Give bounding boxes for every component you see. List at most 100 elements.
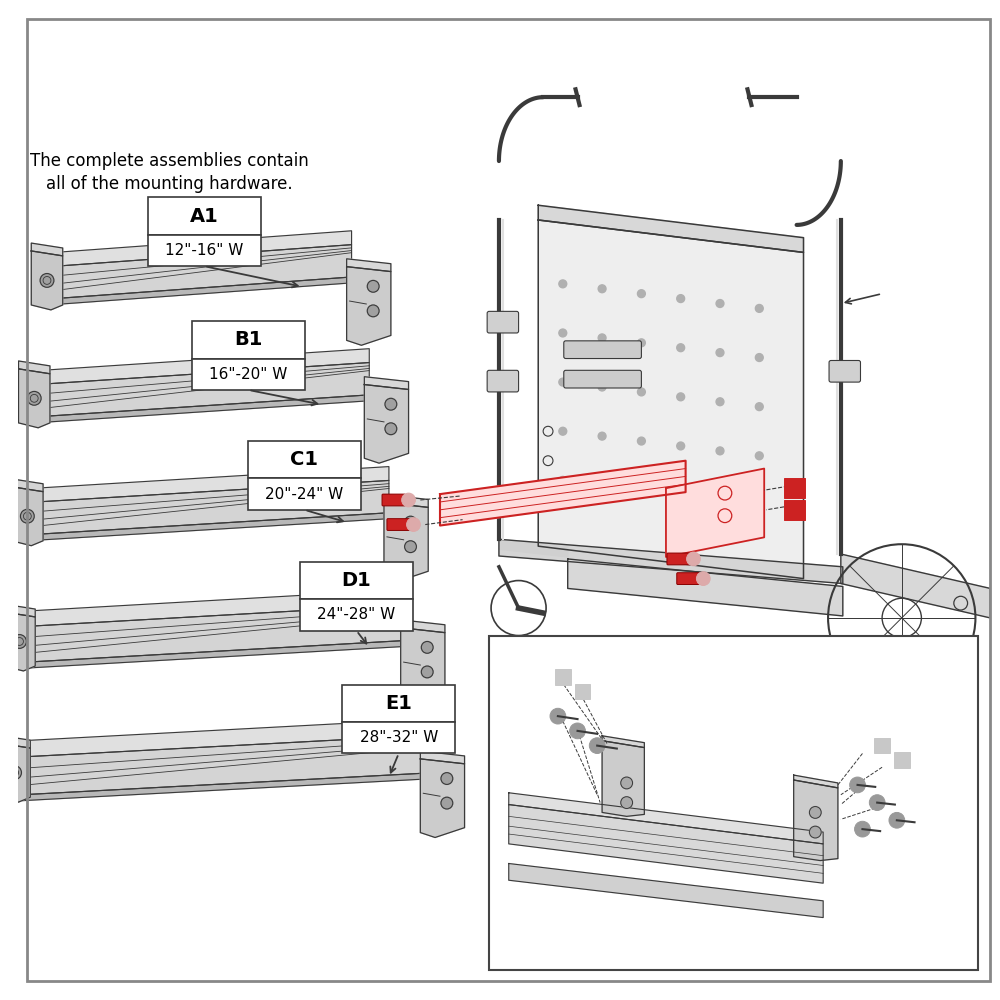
Circle shape <box>598 432 606 440</box>
Bar <box>248 478 361 510</box>
Polygon shape <box>55 245 352 299</box>
Circle shape <box>20 509 34 523</box>
Polygon shape <box>12 479 43 492</box>
Circle shape <box>621 797 633 808</box>
Circle shape <box>405 541 416 553</box>
Circle shape <box>559 427 567 435</box>
Text: 12"-16" W: 12"-16" W <box>165 243 243 258</box>
Polygon shape <box>401 620 445 633</box>
Circle shape <box>559 378 567 386</box>
Polygon shape <box>42 363 369 416</box>
Bar <box>300 599 413 631</box>
FancyBboxPatch shape <box>667 553 691 565</box>
Circle shape <box>559 476 567 484</box>
Polygon shape <box>27 589 406 626</box>
Circle shape <box>677 344 685 352</box>
Circle shape <box>677 491 685 499</box>
Polygon shape <box>794 775 838 788</box>
Polygon shape <box>509 864 823 918</box>
Circle shape <box>696 572 710 585</box>
Polygon shape <box>420 759 465 837</box>
Text: The complete assemblies contain: The complete assemblies contain <box>30 152 309 170</box>
FancyBboxPatch shape <box>382 494 406 506</box>
Circle shape <box>677 393 685 401</box>
Polygon shape <box>35 480 389 534</box>
Polygon shape <box>31 243 63 256</box>
Bar <box>342 685 455 722</box>
Circle shape <box>755 304 763 312</box>
Bar <box>248 441 361 478</box>
Polygon shape <box>31 251 63 310</box>
Circle shape <box>889 812 905 828</box>
Polygon shape <box>509 793 823 844</box>
Text: B1: B1 <box>234 330 263 349</box>
Circle shape <box>637 339 645 347</box>
Circle shape <box>637 437 645 445</box>
Polygon shape <box>364 377 409 389</box>
Polygon shape <box>4 612 35 671</box>
Circle shape <box>385 398 397 410</box>
Polygon shape <box>538 220 804 579</box>
FancyBboxPatch shape <box>677 573 700 584</box>
Circle shape <box>367 280 379 292</box>
Circle shape <box>755 452 763 460</box>
Text: 24"-28" W: 24"-28" W <box>317 607 396 622</box>
Circle shape <box>598 285 606 293</box>
Circle shape <box>40 274 54 287</box>
Circle shape <box>402 493 415 507</box>
Circle shape <box>8 766 21 780</box>
Text: 20"-24" W: 20"-24" W <box>265 487 344 502</box>
Text: E1: E1 <box>385 694 412 713</box>
Polygon shape <box>364 385 409 463</box>
Polygon shape <box>27 605 406 662</box>
Bar <box>192 359 305 390</box>
Bar <box>874 738 890 753</box>
Polygon shape <box>499 539 568 557</box>
Text: 28"-32" W: 28"-32" W <box>360 730 438 745</box>
Circle shape <box>677 295 685 303</box>
Polygon shape <box>440 461 686 526</box>
Polygon shape <box>35 513 389 540</box>
Circle shape <box>559 329 567 337</box>
Circle shape <box>809 826 821 838</box>
Circle shape <box>367 305 379 317</box>
Bar <box>489 636 978 970</box>
Polygon shape <box>22 719 425 757</box>
Polygon shape <box>27 640 406 668</box>
Bar <box>555 669 571 685</box>
FancyBboxPatch shape <box>487 370 519 392</box>
Circle shape <box>598 334 606 342</box>
Bar <box>148 235 261 266</box>
Circle shape <box>855 821 870 837</box>
Circle shape <box>869 795 885 810</box>
Polygon shape <box>19 369 50 428</box>
FancyBboxPatch shape <box>829 360 860 382</box>
Circle shape <box>570 723 585 739</box>
Circle shape <box>637 486 645 494</box>
Bar <box>148 197 261 235</box>
Polygon shape <box>4 604 35 617</box>
Text: 16"-20" W: 16"-20" W <box>209 367 288 382</box>
Text: all of the mounting hardware.: all of the mounting hardware. <box>46 175 293 193</box>
Polygon shape <box>347 259 391 272</box>
Circle shape <box>755 501 763 509</box>
Circle shape <box>716 447 724 455</box>
FancyBboxPatch shape <box>387 519 411 530</box>
FancyBboxPatch shape <box>564 341 641 359</box>
Polygon shape <box>384 495 428 507</box>
Polygon shape <box>509 805 823 883</box>
Circle shape <box>621 777 633 789</box>
Circle shape <box>850 777 865 793</box>
Circle shape <box>637 388 645 396</box>
Polygon shape <box>19 361 50 374</box>
Circle shape <box>385 423 397 435</box>
Polygon shape <box>499 539 843 584</box>
Circle shape <box>13 635 26 648</box>
Text: D1: D1 <box>342 571 371 590</box>
Circle shape <box>559 280 567 288</box>
Polygon shape <box>12 487 43 546</box>
Polygon shape <box>55 231 352 266</box>
FancyBboxPatch shape <box>564 370 641 388</box>
Polygon shape <box>568 559 843 616</box>
Circle shape <box>421 666 433 678</box>
